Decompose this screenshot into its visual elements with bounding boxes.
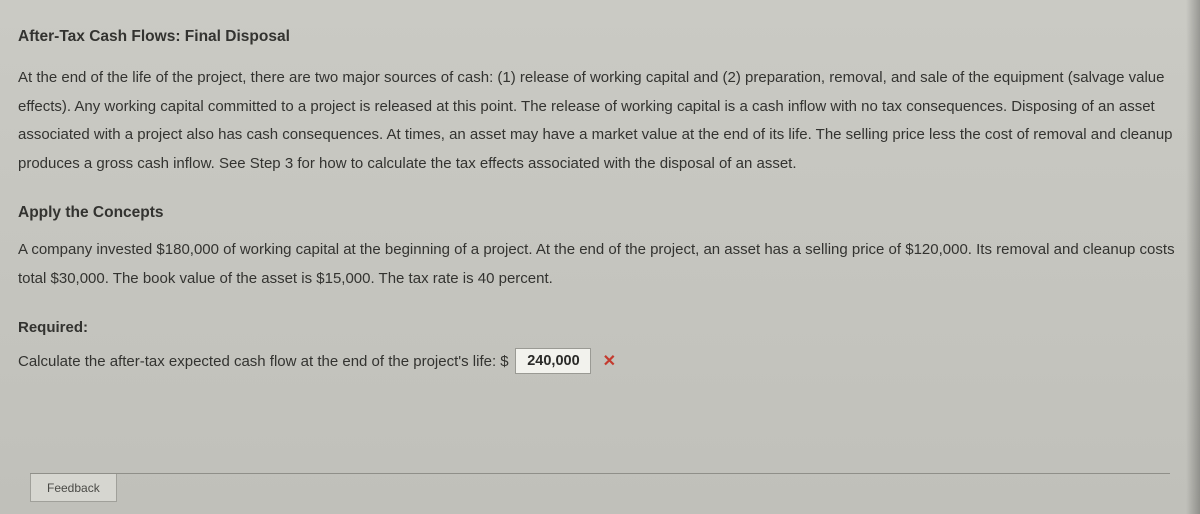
feedback-button[interactable]: Feedback — [30, 474, 117, 502]
page-edge-shadow — [1186, 0, 1200, 514]
section-body-2: A company invested $180,000 of working c… — [18, 236, 1182, 293]
incorrect-icon: ✕ — [603, 351, 616, 371]
section-title-1: After-Tax Cash Flows: Final Disposal — [18, 28, 1182, 46]
answer-input[interactable]: 240,000 — [515, 348, 591, 374]
feedback-bar: Feedback — [30, 473, 1170, 502]
calc-line: Calculate the after-tax expected cash fl… — [18, 348, 1182, 374]
section-title-2: Apply the Concepts — [18, 204, 1182, 222]
required-label: Required: — [18, 319, 1182, 336]
calc-prompt: Calculate the after-tax expected cash fl… — [18, 353, 509, 370]
document-page: After-Tax Cash Flows: Final Disposal At … — [0, 0, 1200, 514]
section-body-1: At the end of the life of the project, t… — [18, 64, 1182, 178]
